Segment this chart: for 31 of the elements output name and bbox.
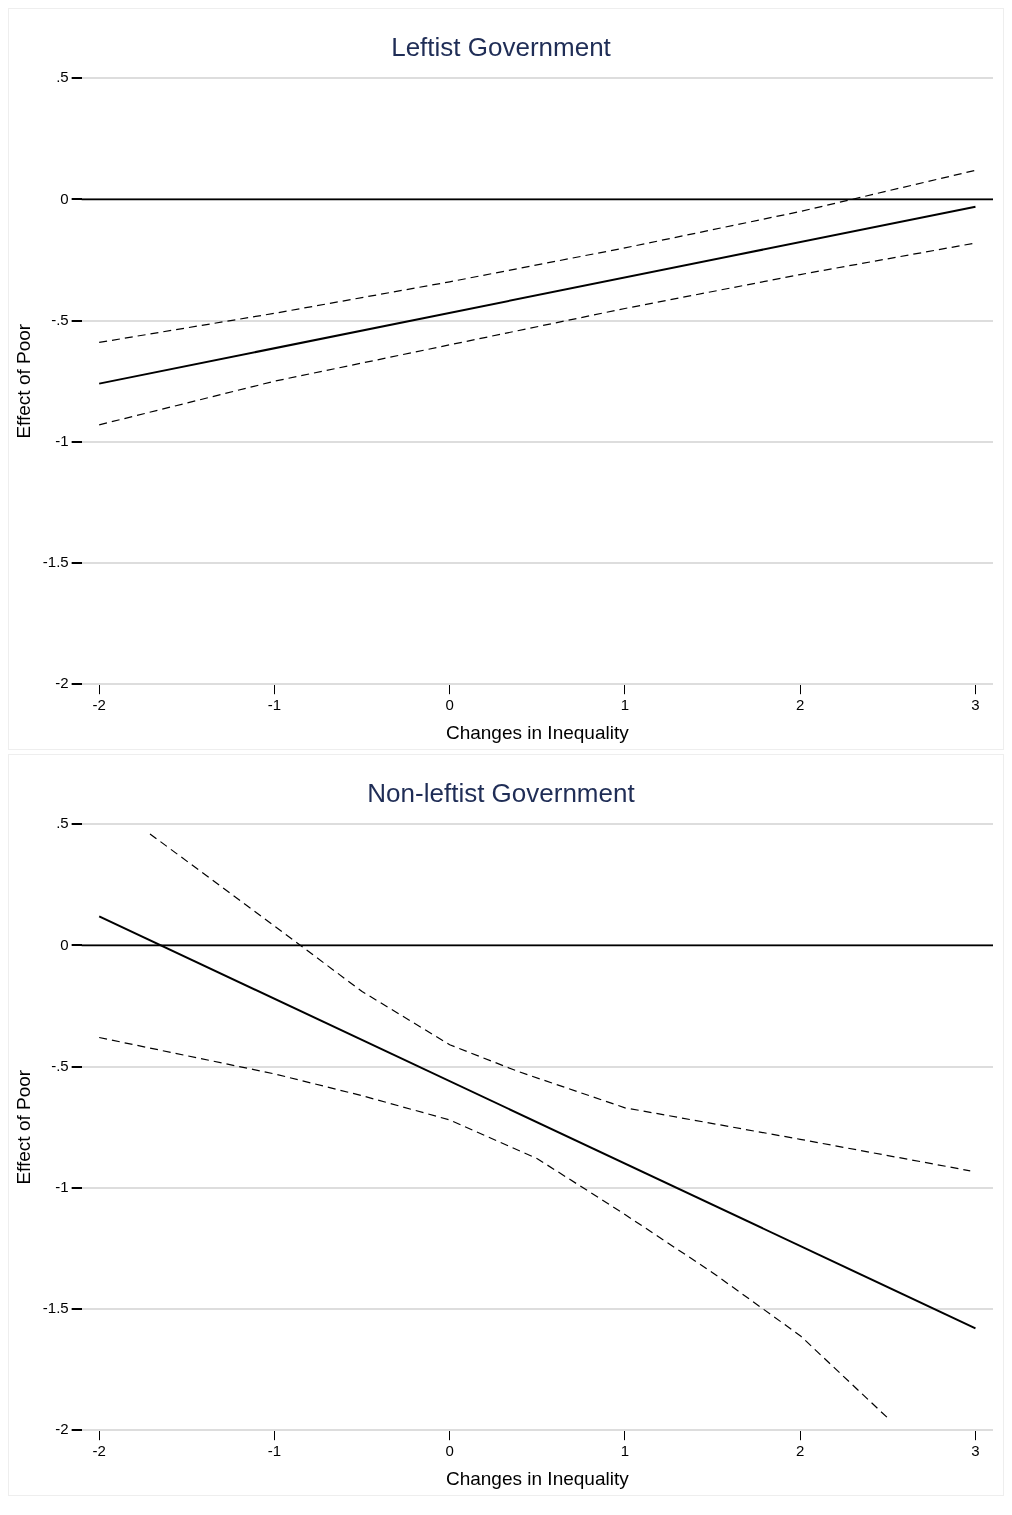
y-tick-label: -.5: [51, 310, 69, 328]
y-tick-label: -2: [55, 1420, 69, 1438]
y-tick-label: 0: [60, 189, 69, 207]
y-tick-label: -1.5: [42, 1299, 69, 1317]
x-tick-label: 0: [445, 1442, 454, 1460]
y-tick-label: -1: [55, 431, 69, 449]
x-tick-label: -2: [92, 696, 106, 714]
x-tick-label: 0: [445, 696, 454, 714]
chart-title: Non-leftist Government: [367, 777, 636, 808]
y-tick-label: -.5: [51, 1056, 69, 1074]
x-tick-label: 2: [796, 1442, 805, 1460]
x-tick-label: 1: [620, 696, 630, 714]
y-tick-label: 0: [60, 935, 69, 953]
x-axis-title: Changes in Inequality: [445, 721, 630, 743]
x-tick-label: -1: [267, 696, 282, 714]
x-tick-label: 2: [796, 696, 805, 714]
x-tick-label: 1: [620, 1442, 630, 1460]
x-tick-label: -2: [92, 1442, 106, 1460]
y-tick-label: -2: [55, 674, 69, 692]
line-series: [98, 1036, 889, 1419]
y-tick-label: -1: [55, 1177, 69, 1195]
x-tick-label: 3: [971, 1442, 980, 1460]
x-tick-label: -1: [267, 1442, 282, 1460]
y-tick-label: -1.5: [42, 553, 69, 571]
y-tick-label: .5: [56, 814, 69, 832]
y-axis-title: Effect of Poor: [12, 1069, 34, 1185]
chart-title: Leftist Government: [391, 31, 612, 62]
x-axis-title: Changes in Inequality: [445, 1467, 630, 1489]
y-tick-label: .5: [56, 68, 69, 86]
y-axis-title: Effect of Poor: [12, 323, 34, 439]
x-tick-label: 3: [971, 696, 980, 714]
